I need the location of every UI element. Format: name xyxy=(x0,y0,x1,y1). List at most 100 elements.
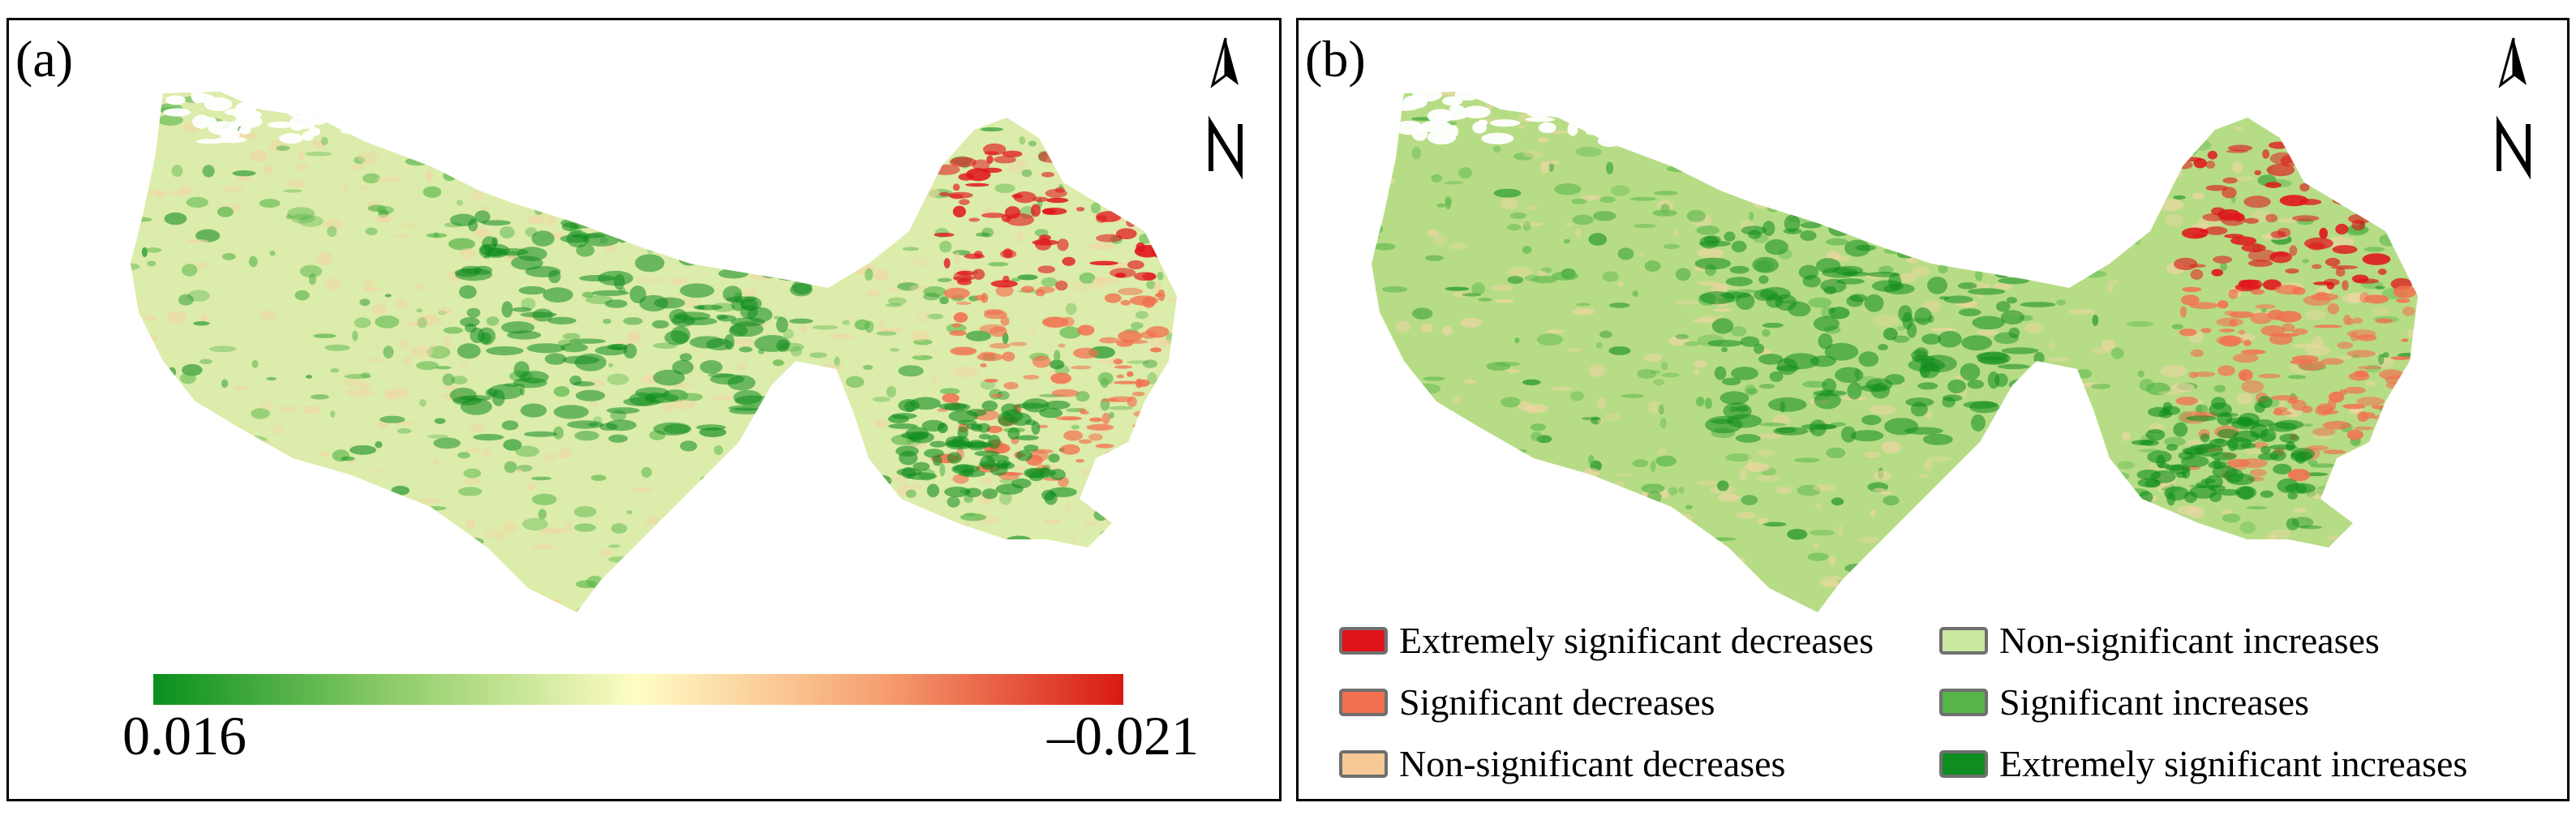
map-texture xyxy=(186,457,203,462)
map-texture xyxy=(1412,482,1439,492)
map-texture xyxy=(1967,288,2006,295)
map-texture xyxy=(717,315,736,322)
map-texture xyxy=(1490,284,1513,291)
map-texture xyxy=(2226,458,2250,467)
map-texture xyxy=(2016,453,2040,460)
map-texture xyxy=(2243,195,2271,208)
map-texture xyxy=(1182,590,1191,602)
map-texture xyxy=(1072,347,1098,359)
map-texture xyxy=(2049,341,2055,350)
map-texture xyxy=(1974,268,1983,281)
map-texture xyxy=(828,479,852,488)
map-texture xyxy=(1083,170,1093,180)
map-texture xyxy=(736,362,749,371)
map-texture xyxy=(1420,324,1433,333)
map-texture xyxy=(1154,174,1177,185)
map-texture xyxy=(665,143,685,149)
colorbar-max-label: –0.021 xyxy=(1047,705,1199,766)
map-texture xyxy=(1089,93,1116,103)
map-texture xyxy=(420,561,433,566)
map-texture xyxy=(1023,374,1040,380)
map-texture xyxy=(850,220,865,231)
map-texture xyxy=(1051,389,1080,397)
map-texture xyxy=(2337,196,2345,205)
map-texture xyxy=(1142,296,1156,308)
map-texture xyxy=(1694,359,1707,368)
map-texture xyxy=(1762,221,1775,237)
map-texture xyxy=(1983,583,1990,593)
map-texture xyxy=(1643,353,1662,363)
map-texture xyxy=(2348,371,2370,381)
map-texture xyxy=(2374,449,2385,462)
map-texture xyxy=(2405,367,2418,374)
map-texture xyxy=(1100,529,1127,539)
map-texture xyxy=(1720,346,1728,353)
map-texture xyxy=(1036,572,1064,578)
map-texture xyxy=(574,353,607,371)
map-texture xyxy=(874,269,889,281)
map-texture xyxy=(895,212,908,222)
map-texture xyxy=(616,598,629,611)
map-texture xyxy=(2216,335,2243,346)
map-texture xyxy=(1355,163,1367,173)
map-texture xyxy=(2101,339,2116,350)
map-texture xyxy=(696,424,727,431)
map-texture xyxy=(609,343,628,350)
map-texture xyxy=(2186,415,2217,422)
map-texture xyxy=(1506,224,1522,231)
map-texture xyxy=(607,373,629,385)
map-texture xyxy=(1668,126,1681,134)
map-texture xyxy=(1814,392,1841,410)
map-texture xyxy=(537,123,562,135)
map-texture xyxy=(629,392,656,406)
map-texture xyxy=(2353,278,2380,284)
map-texture xyxy=(182,264,198,277)
map-texture xyxy=(1372,510,1380,522)
map-texture xyxy=(2233,430,2260,443)
map-texture xyxy=(131,548,145,553)
map-texture xyxy=(2193,529,2212,543)
map-texture xyxy=(109,529,128,537)
map-texture xyxy=(2009,392,2016,406)
map-texture xyxy=(187,290,210,302)
map-texture xyxy=(558,448,572,459)
map-texture xyxy=(1372,222,1384,235)
map-texture xyxy=(2091,135,2106,140)
map-texture xyxy=(208,346,237,353)
map-texture xyxy=(200,358,213,365)
map-texture xyxy=(1342,350,1367,354)
map-texture xyxy=(377,491,398,504)
map-texture xyxy=(2393,285,2417,298)
map-texture xyxy=(2139,379,2154,392)
map-texture xyxy=(2302,259,2309,264)
map-texture xyxy=(555,165,568,173)
map-texture xyxy=(1522,151,1543,158)
map-texture xyxy=(1477,298,1492,302)
map-texture xyxy=(2330,265,2359,270)
map-texture xyxy=(2166,444,2179,451)
map-texture xyxy=(266,376,277,381)
map-texture xyxy=(1971,414,1986,431)
map-texture xyxy=(2031,275,2057,280)
map-texture xyxy=(2187,506,2205,519)
map-texture xyxy=(2134,532,2153,540)
map-texture xyxy=(2056,299,2067,306)
map-texture xyxy=(1363,238,1372,242)
map-texture xyxy=(1992,282,2013,290)
map-texture xyxy=(2208,461,2226,470)
map-texture xyxy=(2274,419,2304,430)
map-texture xyxy=(2053,194,2071,200)
map-texture xyxy=(486,316,500,326)
map-texture xyxy=(1135,181,1148,190)
map-texture xyxy=(2156,513,2173,522)
map-texture xyxy=(1973,104,1990,114)
map-texture xyxy=(181,432,209,441)
map-texture xyxy=(2406,328,2415,337)
map-texture xyxy=(878,569,887,582)
map-texture xyxy=(1813,316,1840,332)
map-texture xyxy=(1353,328,1371,341)
map-texture xyxy=(2346,318,2355,325)
map-texture xyxy=(2200,328,2212,333)
map-texture xyxy=(510,255,543,270)
map-texture xyxy=(1753,201,1780,208)
